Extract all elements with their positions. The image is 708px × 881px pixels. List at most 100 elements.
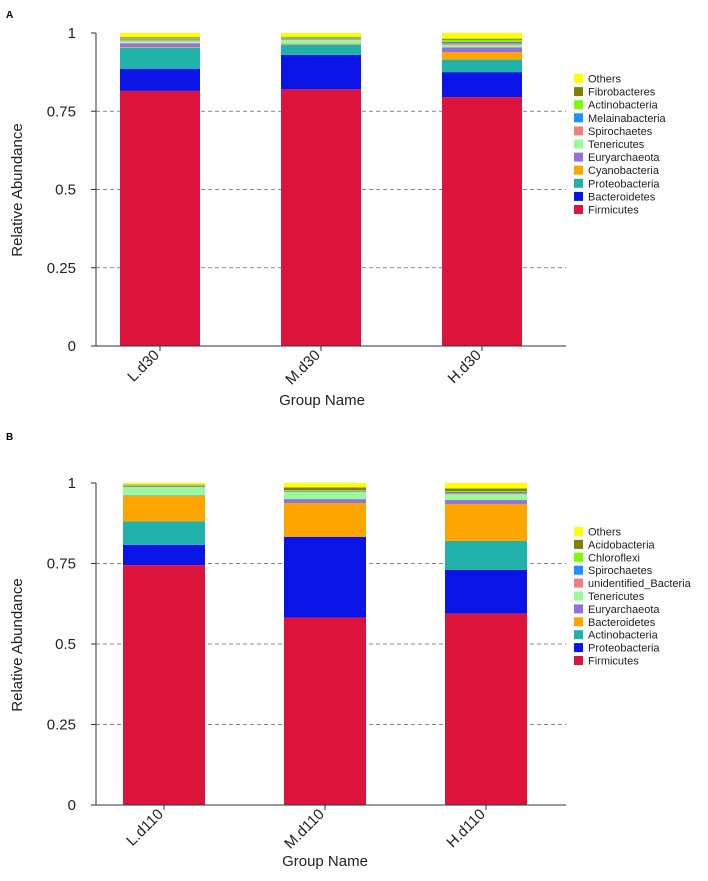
y-tick-label: 1 <box>68 475 76 492</box>
bar-segment-actinobacteria <box>120 37 200 39</box>
bar-segment-spirochaetes <box>123 485 205 487</box>
x-tick-label: H.d110 <box>443 806 488 851</box>
legend-label: Others <box>588 74 622 86</box>
bar-segment-proteobacteria <box>281 44 361 55</box>
y-tick-label: 0.75 <box>47 103 76 120</box>
bar-segment-spirochaetes <box>442 43 522 45</box>
legend-label: Actinobacteria <box>588 630 659 642</box>
bar-segment-spirochaetes <box>120 39 200 41</box>
legend: OthersAcidobacteriaChloroflexiSpirochaet… <box>574 527 692 668</box>
legend-swatch <box>574 139 583 149</box>
bar-segment-tenericutes <box>281 39 361 44</box>
panel-label: B <box>6 432 13 443</box>
legend-label: Euryarchaeota <box>588 604 660 616</box>
bar-segment-actinobacteria <box>123 521 205 545</box>
legend-swatch <box>574 100 583 110</box>
bar-segment-unidentified-bacteria <box>445 492 527 495</box>
legend-label: Melainabacteria <box>588 113 667 125</box>
legend-swatch <box>574 152 583 162</box>
y-tick-label: 0 <box>68 338 76 355</box>
bar-segment-proteobacteria <box>442 59 522 73</box>
legend-swatch <box>574 578 583 588</box>
bar-segment-fibrobacteres <box>442 38 522 40</box>
legend-swatch <box>574 656 583 665</box>
bar-segment-firmicutes <box>281 89 361 346</box>
legend-label: Acidobacteria <box>588 539 656 551</box>
legend-swatch <box>574 165 583 175</box>
bar-segment-tenericutes <box>284 492 366 500</box>
bar-segment-tenericutes <box>445 494 527 501</box>
legend-label: Others <box>588 527 622 539</box>
bar-segment-others <box>120 33 200 38</box>
legend-label: Bacteroidetes <box>588 191 656 203</box>
bar-segment-proteobacteria <box>445 569 527 614</box>
bar-segment-melainabacteria <box>442 41 522 44</box>
legend-swatch <box>574 617 583 627</box>
bar-segment-firmicutes <box>123 565 205 805</box>
x-tick-label: M.d110 <box>281 806 328 853</box>
bar-segment-melainabacteria <box>281 38 361 39</box>
legend-swatch <box>574 539 583 549</box>
legend-swatch <box>574 527 583 536</box>
x-tick-label: H.d30 <box>445 347 485 387</box>
legend-label: Tenericutes <box>588 591 645 603</box>
legend-label: Firmicutes <box>588 205 639 217</box>
bar-segment-tenericutes <box>123 487 205 496</box>
bar-segment-tenericutes <box>120 40 200 44</box>
bar-segment-firmicutes <box>442 97 522 346</box>
legend-swatch <box>574 113 583 123</box>
bar-segment-acidobacteria <box>445 488 527 492</box>
bar-segment-others <box>123 483 205 485</box>
bar-segment-others <box>445 483 527 489</box>
bar-segment-actinobacteria <box>281 37 361 39</box>
bar-segment-others <box>281 33 361 37</box>
legend-swatch <box>574 591 583 601</box>
legend-label: Spirochaetes <box>588 565 653 577</box>
legend-label: Fibrobacteres <box>588 87 656 99</box>
legend: OthersFibrobacteresActinobacteriaMelaina… <box>574 74 667 217</box>
legend-label: Proteobacteria <box>588 178 660 190</box>
bar-segment-euryarchaeota <box>284 499 366 503</box>
legend-label: unidentified_Bacteria <box>588 578 692 590</box>
legend-swatch <box>574 74 583 83</box>
legend-label: Euryarchaeota <box>588 152 660 164</box>
bar-segment-firmicutes <box>120 90 200 346</box>
x-axis-title: Group Name <box>279 392 365 409</box>
bar-segment-others <box>442 33 522 39</box>
x-axis-title: Group Name <box>282 853 368 870</box>
legend-label: Spirochaetes <box>588 126 653 138</box>
panel-label: A <box>6 10 13 21</box>
bar-segment-cyanobacteria <box>281 44 361 45</box>
bar-segment-actinobacteria <box>445 540 527 570</box>
bar-segment-proteobacteria <box>284 536 366 618</box>
bar-segment-euryarchaeota <box>281 43 361 45</box>
bar-segment-unidentified-bacteria <box>284 491 366 493</box>
bar-segment-spirochaetes <box>284 490 366 492</box>
y-tick-label: 0.5 <box>55 182 76 199</box>
bar-segment-melainabacteria <box>120 38 200 40</box>
legend-label: Actinobacteria <box>588 100 659 112</box>
bar-segment-euryarchaeota <box>442 47 522 53</box>
y-tick-label: 0 <box>68 797 76 814</box>
x-tick-label: L.d110 <box>123 806 167 850</box>
bar-segment-proteobacteria <box>120 47 200 69</box>
y-tick-label: 0.75 <box>47 556 76 573</box>
y-tick-label: 0.25 <box>47 260 76 277</box>
bar-segment-cyanobacteria <box>120 47 200 48</box>
legend-swatch <box>574 126 583 136</box>
bar-segment-chloroflexi <box>445 491 527 493</box>
bar-segment-firmicutes <box>445 613 527 805</box>
bar-segment-chloroflexi <box>123 485 205 486</box>
legend-swatch <box>574 643 583 653</box>
legend-swatch <box>574 191 583 201</box>
x-tick-label: M.d30 <box>282 347 324 389</box>
bar-segment-euryarchaeota <box>120 43 200 48</box>
bar-segment-firmicutes <box>284 617 366 805</box>
bar-segment-euryarchaeota <box>123 495 205 496</box>
legend-swatch <box>574 205 583 214</box>
bar-segment-chloroflexi <box>284 490 366 491</box>
legend-label: Bacteroidetes <box>588 617 656 629</box>
legend-swatch <box>574 604 583 614</box>
chart-panel-a: A 0 0.25 0.5 0.75 1 L.d30 M.d30 H.d30 Relative Ab… <box>6 10 667 409</box>
x-tick-label: L.d30 <box>124 347 163 386</box>
